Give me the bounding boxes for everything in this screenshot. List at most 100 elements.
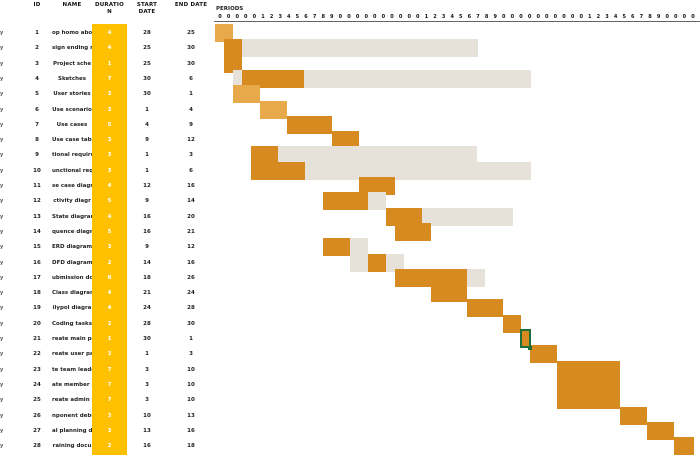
task-name[interactable]: Project sche [52, 60, 92, 67]
task-duration[interactable]: 3 [92, 100, 127, 119]
task-name[interactable]: DFD diagram [52, 259, 92, 266]
task-start-date[interactable]: 3 [145, 366, 149, 373]
task-start-date[interactable]: 21 [143, 290, 151, 297]
task-duration[interactable]: 5 [92, 115, 127, 134]
actual-bar[interactable] [530, 345, 557, 364]
task-duration[interactable]: 7 [92, 360, 127, 379]
task-name[interactable]: State diagram [52, 213, 92, 220]
task-end-date[interactable]: 12 [187, 137, 195, 144]
task-end-date[interactable]: 12 [187, 244, 195, 251]
actual-bar[interactable] [323, 238, 350, 257]
task-name[interactable]: raining docu [52, 443, 92, 450]
completed-bar[interactable] [215, 24, 233, 42]
task-duration[interactable]: 7 [92, 391, 127, 410]
task-duration[interactable]: 4 [92, 284, 127, 303]
table-row[interactable]: y 8 Use case table3 9 12 [0, 131, 700, 150]
actual-bar[interactable] [386, 207, 422, 226]
task-duration[interactable]: 3 [92, 131, 127, 150]
task-duration[interactable]: 2 [92, 437, 127, 456]
table-row[interactable]: y 14 quence diagr 5 16 21 [0, 222, 700, 241]
task-end-date[interactable]: 16 [187, 183, 195, 189]
task-end-date[interactable]: 3 [189, 152, 193, 159]
actual-bar[interactable] [521, 330, 530, 348]
task-name[interactable]: reate admin p [52, 397, 92, 404]
task-duration[interactable]: 3 [92, 406, 127, 425]
task-duration[interactable]: 7 [92, 69, 127, 88]
task-end-date[interactable]: 25 [187, 30, 195, 36]
task-start-date[interactable]: 16 [143, 228, 151, 235]
actual-bar[interactable] [332, 131, 359, 150]
task-name[interactable]: ERD diagram [52, 244, 92, 251]
actual-bar[interactable] [251, 146, 278, 165]
task-start-date[interactable]: 30 [143, 336, 151, 342]
task-start-date[interactable]: 24 [143, 305, 151, 312]
task-duration[interactable]: 2 [92, 314, 127, 333]
task-duration[interactable]: 5 [92, 222, 127, 241]
task-name[interactable]: al planning do [52, 427, 92, 434]
task-end-date[interactable]: 30 [187, 60, 195, 67]
actual-bar[interactable] [242, 69, 304, 88]
table-row[interactable]: y 12 ctivity diagr 5 9 14 [0, 192, 700, 211]
task-start-date[interactable]: 25 [143, 45, 151, 52]
planned-duration-bar[interactable] [233, 69, 531, 88]
table-row[interactable]: y 28 raining docu 2 16 18 [0, 437, 700, 456]
task-name[interactable]: ate member p [52, 381, 92, 388]
actual-bar[interactable] [395, 222, 431, 241]
task-name[interactable]: unctional requi [52, 167, 92, 174]
task-start-date[interactable]: 9 [145, 244, 149, 251]
actual-bar[interactable] [503, 314, 521, 333]
task-duration[interactable]: 3 [92, 421, 127, 440]
task-name[interactable]: quence diagr [52, 228, 92, 235]
task-start-date[interactable]: 9 [145, 198, 149, 205]
table-row[interactable]: y 22 reate user pa 3 1 3 [0, 345, 700, 364]
table-row[interactable]: y 26 nponent debu 3 10 13 [0, 406, 700, 425]
task-start-date[interactable]: 1 [145, 106, 149, 113]
task-end-date[interactable]: 16 [187, 259, 195, 266]
task-start-date[interactable]: 1 [145, 152, 149, 159]
task-end-date[interactable]: 10 [187, 381, 195, 388]
table-row[interactable]: y 24 ate member p 7 3 10 [0, 375, 700, 394]
task-duration[interactable]: 3 [92, 85, 127, 104]
table-row[interactable]: y 13 State diagram 4 16 20 [0, 207, 700, 226]
actual-bar[interactable] [224, 54, 242, 73]
task-duration[interactable]: 4 [92, 299, 127, 318]
task-name[interactable]: nponent debu [52, 412, 92, 419]
table-row[interactable]: y 6 Use scenario 3 1 4 [0, 100, 700, 119]
table-row[interactable]: y 7 Use cases 5 4 9 [0, 115, 700, 134]
task-end-date[interactable]: 30 [187, 45, 195, 52]
task-end-date[interactable]: 20 [187, 213, 195, 220]
task-end-date[interactable]: 26 [187, 274, 195, 281]
task-end-date[interactable]: 30 [187, 320, 195, 327]
task-duration[interactable]: 8 [92, 268, 127, 287]
table-row[interactable]: y 5 User stories 3 30 1 [0, 85, 700, 104]
task-start-date[interactable]: 30 [143, 91, 151, 98]
planned-duration-bar[interactable] [251, 146, 477, 165]
task-end-date[interactable]: 21 [187, 228, 195, 235]
actual-bar[interactable] [368, 253, 386, 272]
task-duration[interactable]: 5 [92, 192, 127, 211]
actual-bar[interactable] [323, 192, 368, 211]
task-start-date[interactable]: 16 [143, 443, 151, 450]
task-end-date[interactable]: 10 [187, 366, 195, 373]
task-end-date[interactable]: 6 [189, 75, 193, 82]
planned-duration-bar[interactable] [224, 39, 478, 58]
task-end-date[interactable]: 18 [187, 443, 195, 450]
task-name[interactable]: tional require [52, 152, 92, 159]
task-start-date[interactable]: 16 [143, 213, 151, 220]
actual-bar[interactable] [359, 177, 395, 195]
task-name[interactable]: te team leader [52, 366, 92, 373]
task-name[interactable]: op homo abou [52, 30, 92, 36]
task-name[interactable]: se case diagra [52, 183, 92, 189]
task-start-date[interactable]: 1 [145, 351, 149, 358]
table-row[interactable]: y 4 Sketches 7 30 6 [0, 69, 700, 88]
actual-bar[interactable] [557, 375, 620, 394]
task-name[interactable]: sign ending r [52, 45, 92, 52]
task-end-date[interactable]: 1 [189, 91, 193, 98]
actual-bar[interactable] [557, 360, 620, 379]
task-end-date[interactable]: 1 [189, 336, 193, 342]
task-duration[interactable]: 3 [92, 238, 127, 257]
task-name[interactable]: Use case table [52, 137, 92, 144]
table-row[interactable]: y 18 Class diagram 4 21 24 [0, 284, 700, 303]
task-duration[interactable]: 3 [92, 146, 127, 165]
task-duration[interactable]: 1 [92, 330, 127, 348]
